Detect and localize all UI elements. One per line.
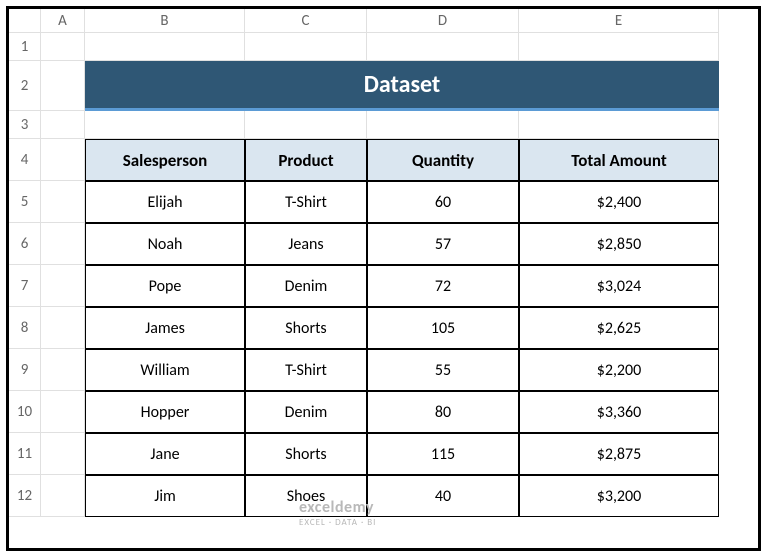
cell-a12[interactable] — [41, 475, 85, 517]
table-cell[interactable]: T-Shirt — [245, 349, 367, 391]
table-cell[interactable]: Pope — [85, 265, 245, 307]
row-header-11[interactable]: 11 — [9, 433, 41, 475]
cell-d1[interactable] — [367, 33, 519, 61]
row-header-6[interactable]: 6 — [9, 223, 41, 265]
cell-a1[interactable] — [41, 33, 85, 61]
table-cell[interactable]: Shorts — [245, 433, 367, 475]
row-header-7[interactable]: 7 — [9, 265, 41, 307]
table-cell[interactable]: Jane — [85, 433, 245, 475]
cell-a3[interactable] — [41, 111, 85, 139]
dataset-title[interactable]: Dataset — [85, 61, 719, 111]
table-cell[interactable]: Shorts — [245, 307, 367, 349]
watermark-sub: EXCEL · DATA · BI — [299, 517, 376, 528]
table-cell[interactable]: Denim — [245, 391, 367, 433]
row-header-5[interactable]: 5 — [9, 181, 41, 223]
row-header-1[interactable]: 1 — [9, 33, 41, 61]
cell-a9[interactable] — [41, 349, 85, 391]
row-header-4[interactable]: 4 — [9, 139, 41, 181]
row-header-3[interactable]: 3 — [9, 111, 41, 139]
cell-a11[interactable] — [41, 433, 85, 475]
table-cell[interactable]: $3,360 — [519, 391, 719, 433]
row-header-2[interactable]: 2 — [9, 61, 41, 111]
table-cell[interactable]: 105 — [367, 307, 519, 349]
header-total[interactable]: Total Amount — [519, 139, 719, 181]
table-cell[interactable]: Shoes — [245, 475, 367, 517]
table-cell[interactable]: 72 — [367, 265, 519, 307]
col-header-e[interactable]: E — [519, 9, 719, 33]
table-cell[interactable]: 80 — [367, 391, 519, 433]
table-cell[interactable]: Hopper — [85, 391, 245, 433]
cell-c3[interactable] — [245, 111, 367, 139]
row-header-10[interactable]: 10 — [9, 391, 41, 433]
spreadsheet-frame: A B C D E 1 2 Dataset 3 4 Salesperson Pr… — [6, 6, 761, 551]
col-header-b[interactable]: B — [85, 9, 245, 33]
row-header-8[interactable]: 8 — [9, 307, 41, 349]
cell-d3[interactable] — [367, 111, 519, 139]
table-cell[interactable]: $2,625 — [519, 307, 719, 349]
row-header-9[interactable]: 9 — [9, 349, 41, 391]
col-header-c[interactable]: C — [245, 9, 367, 33]
table-cell[interactable]: $2,850 — [519, 223, 719, 265]
grid-corner — [9, 9, 41, 33]
cell-a5[interactable] — [41, 181, 85, 223]
col-header-d[interactable]: D — [367, 9, 519, 33]
header-quantity[interactable]: Quantity — [367, 139, 519, 181]
col-header-a[interactable]: A — [41, 9, 85, 33]
cell-e1[interactable] — [519, 33, 719, 61]
table-cell[interactable]: 40 — [367, 475, 519, 517]
cell-a6[interactable] — [41, 223, 85, 265]
row-header-12[interactable]: 12 — [9, 475, 41, 517]
cell-a8[interactable] — [41, 307, 85, 349]
table-cell[interactable]: Denim — [245, 265, 367, 307]
table-cell[interactable]: 55 — [367, 349, 519, 391]
table-cell[interactable]: $2,200 — [519, 349, 719, 391]
cell-c1[interactable] — [245, 33, 367, 61]
cell-e3[interactable] — [519, 111, 719, 139]
table-cell[interactable]: T-Shirt — [245, 181, 367, 223]
cell-a7[interactable] — [41, 265, 85, 307]
cell-a2[interactable] — [41, 61, 85, 111]
header-product[interactable]: Product — [245, 139, 367, 181]
table-cell[interactable]: Jeans — [245, 223, 367, 265]
spreadsheet-grid: A B C D E 1 2 Dataset 3 4 Salesperson Pr… — [9, 9, 758, 517]
cell-a4[interactable] — [41, 139, 85, 181]
table-cell[interactable]: $3,024 — [519, 265, 719, 307]
table-cell[interactable]: James — [85, 307, 245, 349]
header-salesperson[interactable]: Salesperson — [85, 139, 245, 181]
table-cell[interactable]: 57 — [367, 223, 519, 265]
table-cell[interactable]: Noah — [85, 223, 245, 265]
cell-b3[interactable] — [85, 111, 245, 139]
table-cell[interactable]: $2,400 — [519, 181, 719, 223]
table-cell[interactable]: Elijah — [85, 181, 245, 223]
cell-a10[interactable] — [41, 391, 85, 433]
table-cell[interactable]: 115 — [367, 433, 519, 475]
table-cell[interactable]: Jim — [85, 475, 245, 517]
table-cell[interactable]: William — [85, 349, 245, 391]
table-cell[interactable]: $2,875 — [519, 433, 719, 475]
cell-b1[interactable] — [85, 33, 245, 61]
table-cell[interactable]: $3,200 — [519, 475, 719, 517]
table-cell[interactable]: 60 — [367, 181, 519, 223]
